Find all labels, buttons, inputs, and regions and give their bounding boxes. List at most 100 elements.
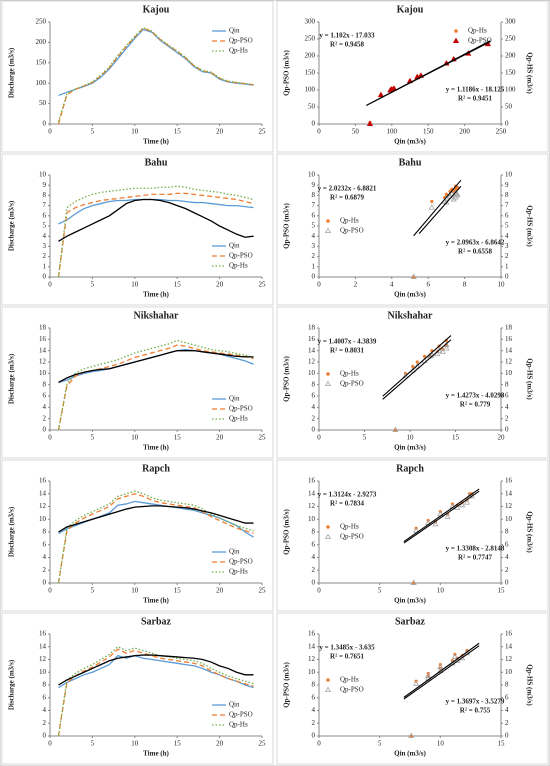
y2-tick-label: 0: [505, 579, 509, 587]
x-axis-title: Time (h): [143, 444, 169, 452]
scatter-point: [451, 653, 458, 659]
y-axis-title: Discharge (m3/s): [8, 47, 16, 98]
y-tick-label: 8: [43, 380, 47, 388]
x-tick-label: 20: [216, 434, 224, 442]
x-axis-title: Time (h): [143, 138, 169, 146]
trend-equation: y = 1.1186x - 18.125: [446, 86, 505, 94]
y-axis-title: Discharge (m3/s): [8, 506, 16, 557]
scatter-point: [402, 372, 409, 379]
x-tick-label: 100: [387, 128, 398, 136]
chart-title: Bahu: [399, 157, 422, 168]
y-tick-label: 10: [39, 668, 47, 676]
y-tick-label: 50: [308, 103, 316, 111]
y2-axis-title: Qp-HS (m3/s): [525, 205, 533, 247]
scatter-point: [422, 354, 427, 358]
y-tick-label: 6: [43, 392, 47, 400]
trend-r2: R² = 0.6879: [330, 194, 364, 202]
scatter-point: [436, 347, 443, 353]
legend-label: Qp-Hs: [229, 262, 248, 270]
y-tick-label: 18: [308, 324, 316, 332]
legend-label: Qp-Hs: [340, 523, 359, 531]
y2-axis-title: Qp-HS (m3/s): [525, 52, 533, 94]
panel-frame: [276, 612, 549, 765]
scatter-point: [444, 192, 448, 196]
x-tick-label: 10: [131, 587, 139, 595]
y2-tick-label: 16: [505, 477, 513, 485]
y-tick-label: 18: [39, 324, 47, 332]
y2-tick-label: 8: [505, 528, 509, 536]
legend-label: Qin: [229, 242, 240, 250]
legend-swatch: [324, 227, 332, 233]
x-tick-label: 5: [378, 587, 382, 595]
trend-equation: y = 2.0963x - 6.8642: [446, 239, 505, 247]
y2-tick-label: 100: [505, 86, 516, 94]
legend-label: Qp-Hs: [340, 370, 359, 378]
y-tick-label: 14: [39, 489, 47, 497]
x-tick-label: 15: [174, 128, 182, 136]
y2-tick-label: 12: [505, 655, 513, 663]
legend-label: Qp-PSO: [340, 380, 364, 388]
y-tick-label: 3: [43, 242, 47, 250]
legend-swatch: [452, 37, 460, 43]
y-axis-title: Discharge (m3/s): [8, 200, 16, 251]
legend-swatch: [326, 372, 330, 376]
legend-swatch: [454, 29, 458, 33]
x-tick-label: 10: [437, 740, 445, 748]
y-tick-label: 2: [43, 719, 47, 727]
y2-tick-label: 10: [505, 369, 513, 377]
y-tick-label: 3: [312, 242, 316, 250]
y-tick-label: 300: [305, 18, 316, 26]
x-tick-label: 15: [174, 740, 182, 748]
y-tick-label: 16: [39, 477, 47, 485]
panel-frame: [276, 153, 549, 306]
scatter-point: [410, 273, 417, 279]
legend-label: Qin: [229, 548, 240, 556]
trendline: [403, 642, 480, 698]
trendline: [403, 645, 480, 700]
legend-label: Qp-Hs: [340, 676, 359, 684]
series-line: [57, 493, 254, 584]
scatter-point: [412, 680, 420, 686]
scatter-point: [411, 364, 415, 369]
y2-tick-label: 9: [505, 181, 509, 189]
x-tick-label: 25: [259, 281, 267, 289]
y2-tick-label: 4: [505, 706, 509, 714]
x-tick-label: 0: [48, 740, 52, 748]
y2-tick-label: 14: [505, 642, 513, 650]
y-tick-label: 12: [39, 502, 47, 510]
chart-title: Bahu: [145, 157, 168, 168]
y-axis-title: Qp-PSO (m3/s): [283, 202, 291, 248]
legend-label: Qp-PSO: [229, 405, 253, 413]
legend-label: Qp-PSO: [229, 252, 253, 260]
y-tick-label: 0: [43, 732, 47, 740]
scatter-point: [454, 190, 461, 197]
trendline: [366, 40, 491, 106]
y-tick-label: 4: [312, 706, 316, 714]
trend-equation: y = 1.3124x - 2.9273: [318, 491, 377, 499]
y-tick-label: 8: [312, 191, 316, 199]
chart-title: Kajou: [397, 4, 424, 15]
y-tick-label: 12: [308, 502, 316, 510]
trend-r2: R² = 0.7747: [458, 554, 492, 562]
panel-frame: [1, 0, 274, 153]
y-tick-label: 14: [39, 642, 47, 650]
y-tick-label: 0: [312, 273, 316, 281]
trendline: [382, 339, 452, 400]
y-tick-label: 10: [308, 668, 316, 676]
y-tick-label: 150: [305, 69, 316, 77]
y2-tick-label: 2: [505, 252, 509, 260]
x-tick-label: 10: [131, 434, 139, 442]
y-tick-label: 2: [43, 414, 47, 422]
legend-label: Qp-PSO: [229, 37, 253, 45]
series-line: [57, 648, 254, 737]
series-line: [58, 350, 254, 383]
scatter-point: [432, 520, 439, 527]
y-tick-label: 8: [312, 528, 316, 536]
x-tick-label: 0: [48, 281, 52, 289]
y-tick-label: 0: [43, 579, 47, 587]
x-tick-label: 15: [174, 587, 182, 595]
x-tick-label: 15: [498, 740, 506, 748]
trend-r2: R² = 0.8031: [330, 347, 364, 355]
x-tick-label: 5: [91, 434, 95, 442]
